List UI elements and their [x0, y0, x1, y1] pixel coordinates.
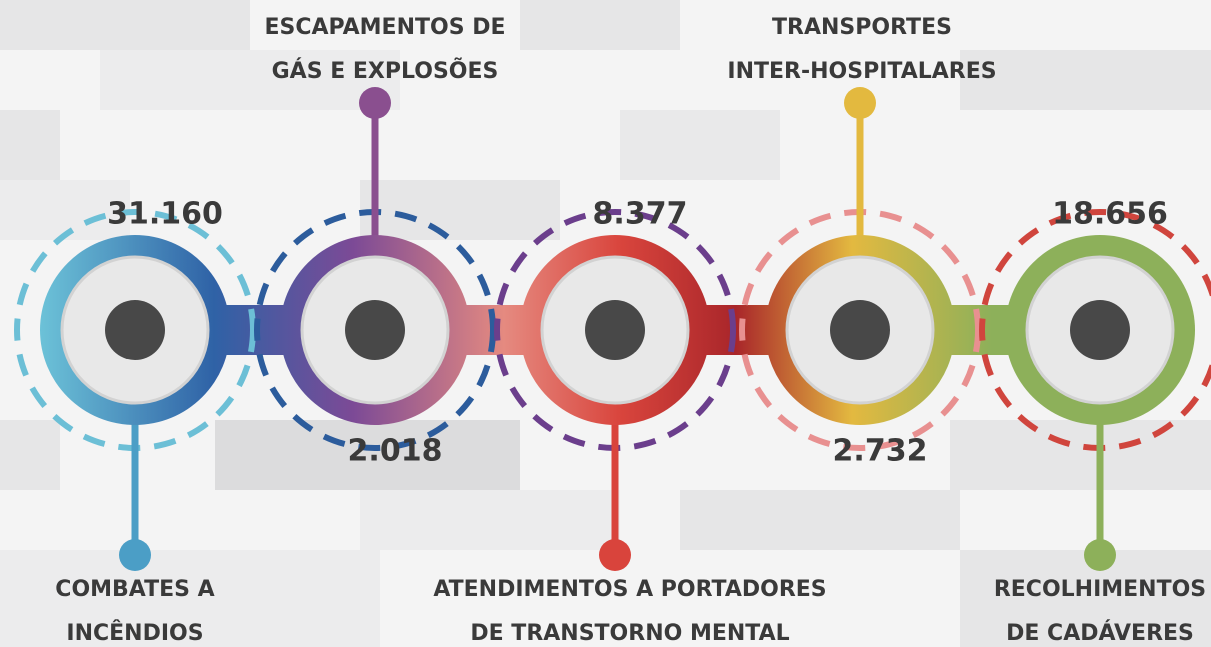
label: TRANSPORTES	[772, 15, 952, 40]
value: 2.732	[833, 434, 928, 469]
label: GÁS E EXPLOSÕES	[272, 58, 499, 84]
stem-dot	[119, 539, 151, 571]
label: RECOLHIMENTOS	[994, 577, 1206, 602]
icon	[830, 300, 890, 360]
stem-dot	[1084, 539, 1116, 571]
value: 18.656	[1052, 197, 1168, 232]
value: 2.018	[348, 434, 443, 469]
stem-dot	[359, 87, 391, 119]
label: INCÊNDIOS	[66, 620, 203, 646]
value: 8.377	[593, 197, 688, 232]
icon	[105, 300, 165, 360]
label: DE CADÁVERES	[1006, 620, 1194, 646]
label: ATENDIMENTOS A PORTADORES	[433, 577, 826, 602]
icon	[1070, 300, 1130, 360]
stem-dot	[844, 87, 876, 119]
label: ESCAPAMENTOS DE	[264, 15, 505, 40]
label: COMBATES A	[55, 577, 214, 602]
stem-dot	[599, 539, 631, 571]
icon	[585, 300, 645, 360]
icon	[345, 300, 405, 360]
label: INTER-HOSPITALARES	[727, 59, 996, 84]
label: DE TRANSTORNO MENTAL	[470, 621, 789, 646]
value: 31.160	[107, 197, 223, 232]
